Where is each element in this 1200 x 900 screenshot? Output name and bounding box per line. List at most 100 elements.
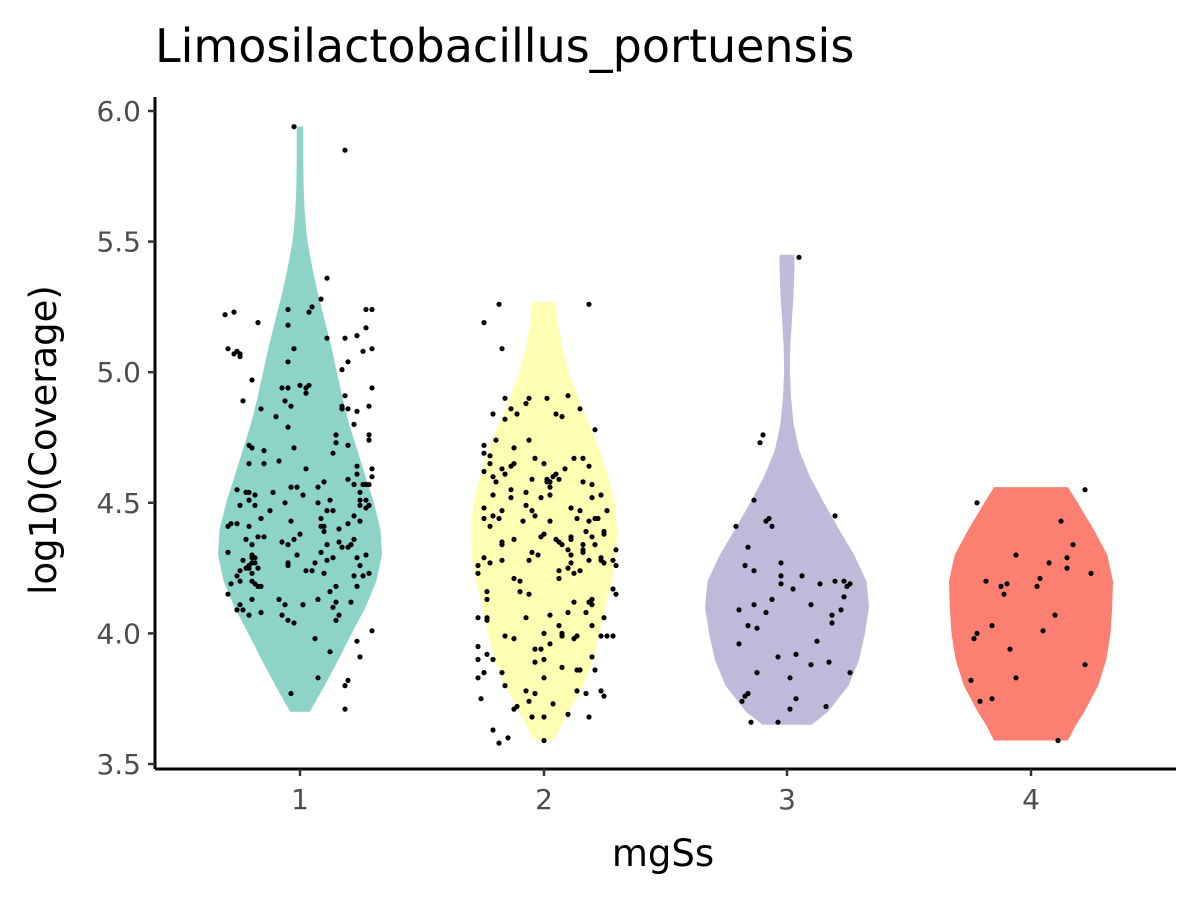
data-point — [829, 620, 835, 626]
data-point — [351, 481, 357, 488]
data-point — [971, 636, 977, 642]
data-point — [1064, 565, 1070, 571]
data-point — [766, 515, 772, 522]
data-point — [589, 654, 595, 660]
data-point — [598, 492, 604, 498]
data-point — [559, 542, 565, 548]
data-point — [490, 727, 496, 733]
data-point — [610, 633, 616, 639]
data-point — [556, 568, 562, 574]
data-point — [751, 497, 757, 503]
data-point — [523, 502, 529, 508]
data-point — [565, 711, 571, 718]
data-point — [526, 557, 532, 563]
y-tick-label: 5.0 — [96, 356, 141, 389]
data-point — [787, 706, 793, 712]
data-point — [754, 670, 760, 676]
data-point — [339, 367, 345, 373]
data-point — [601, 615, 607, 621]
data-point — [547, 518, 553, 524]
data-point — [1001, 591, 1007, 597]
data-point — [544, 476, 550, 482]
data-point — [297, 531, 303, 537]
data-point — [345, 359, 351, 365]
data-point — [523, 688, 529, 694]
data-point — [318, 296, 324, 302]
data-point — [336, 539, 342, 545]
violin-4 — [949, 487, 1113, 741]
data-point — [613, 591, 619, 597]
data-point — [977, 698, 983, 704]
data-point — [357, 497, 363, 503]
data-point — [598, 557, 604, 563]
data-point — [237, 351, 243, 357]
data-point — [526, 591, 532, 597]
data-point — [285, 424, 291, 430]
data-point — [1034, 583, 1040, 590]
data-point — [315, 675, 321, 681]
data-point — [538, 495, 544, 501]
data-point — [565, 609, 571, 616]
data-point — [234, 487, 240, 493]
data-point — [243, 489, 249, 495]
data-point — [568, 536, 574, 543]
data-point — [547, 641, 553, 647]
data-point — [306, 309, 312, 315]
data-point — [321, 479, 327, 485]
data-point — [1055, 737, 1061, 744]
data-point — [778, 573, 784, 579]
data-point — [327, 649, 333, 655]
data-point — [817, 581, 823, 587]
data-point — [541, 737, 547, 744]
data-point — [285, 359, 291, 365]
data-point — [541, 630, 547, 637]
data-point — [258, 515, 264, 522]
data-point — [559, 664, 565, 671]
data-point — [354, 333, 360, 339]
violins-layer — [218, 126, 1113, 741]
data-point — [1007, 646, 1013, 652]
data-point — [580, 479, 586, 485]
data-point — [360, 573, 366, 579]
data-point — [345, 476, 351, 482]
data-point — [974, 500, 980, 506]
data-point — [496, 740, 502, 746]
data-point — [333, 583, 339, 590]
x-axis: 1 2 3 4 — [155, 767, 1176, 816]
data-point — [291, 445, 297, 451]
data-point — [1013, 675, 1019, 681]
data-point — [574, 633, 580, 639]
data-point — [342, 683, 348, 689]
data-point — [808, 662, 814, 668]
data-point — [769, 523, 775, 529]
data-point — [493, 437, 499, 443]
data-point — [354, 583, 360, 590]
data-point — [508, 495, 514, 501]
data-point — [523, 400, 529, 407]
data-point — [285, 322, 291, 328]
data-point — [742, 562, 748, 569]
data-point — [225, 591, 231, 597]
data-point — [799, 573, 805, 579]
data-point — [541, 656, 547, 663]
data-point — [499, 466, 505, 472]
data-point — [559, 414, 565, 420]
data-point — [481, 442, 487, 448]
data-point — [547, 484, 553, 490]
data-point — [261, 534, 267, 540]
data-point — [754, 625, 760, 631]
data-point — [796, 254, 802, 260]
x-tick-label: 3 — [778, 783, 796, 816]
data-point — [369, 628, 375, 634]
data-point — [571, 570, 577, 576]
data-point — [826, 659, 832, 665]
data-point — [529, 476, 535, 482]
data-point — [790, 586, 796, 592]
x-tick-label: 1 — [291, 783, 309, 816]
data-point — [748, 719, 754, 725]
data-point — [583, 528, 589, 535]
data-point — [532, 455, 538, 461]
data-point — [481, 505, 487, 511]
data-point — [342, 393, 348, 399]
